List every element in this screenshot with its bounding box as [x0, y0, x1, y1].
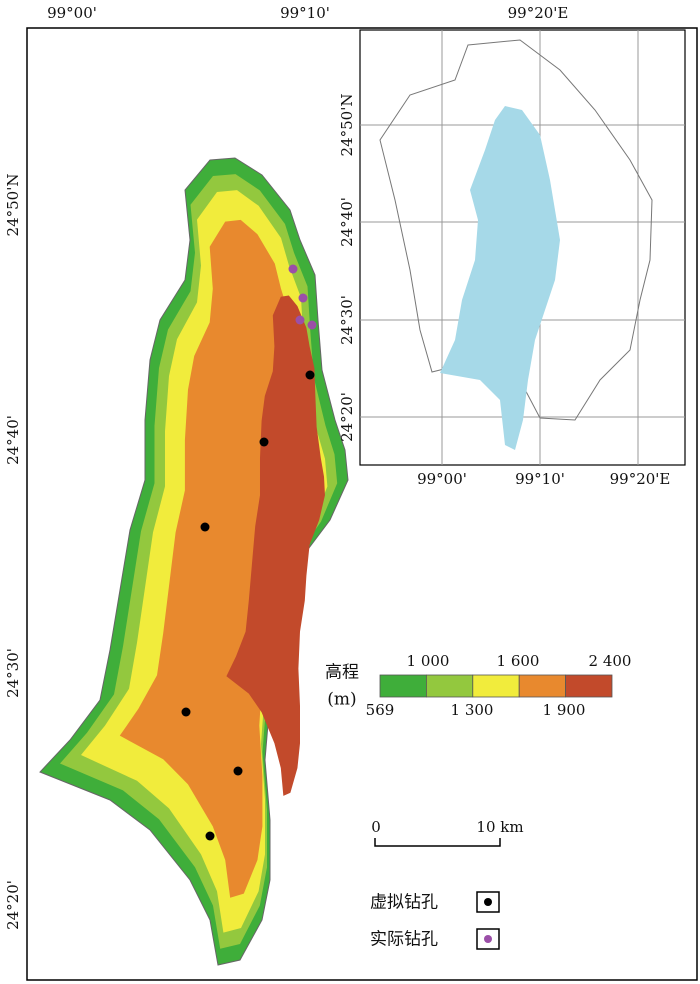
inset-bottom-label: 99°00': [417, 470, 467, 488]
legend-swatch: [472, 674, 520, 698]
legend-unit: (m): [327, 690, 356, 710]
legend-label: 569: [366, 701, 395, 719]
borehole: [200, 522, 210, 532]
inset-bottom-label: 99°10': [515, 470, 565, 488]
inset-map: 99°00' 99°10' 99°20'E 24°50'N 24°40' 24°…: [338, 29, 686, 488]
legend-symbol: [484, 898, 492, 906]
legend-item: 虚拟钻孔: [370, 893, 438, 913]
legend-title: 高程: [325, 663, 359, 683]
inset-left-label: 24°40': [338, 197, 356, 247]
map-frame: [26, 27, 698, 981]
legend-swatch: [379, 674, 427, 698]
inset-left-label: 24°50'N: [338, 94, 356, 157]
borehole: [298, 293, 308, 303]
legend-label: 1 900: [543, 701, 586, 719]
region-outline: [379, 39, 653, 421]
legend-label: 1 000: [407, 652, 450, 670]
legend-swatch: [425, 674, 474, 698]
borehole: [295, 315, 305, 325]
legend-item: 实际钻孔: [370, 930, 438, 950]
borehole: [307, 320, 317, 330]
legend-symbol: [484, 935, 492, 943]
left-label: 24°40': [4, 415, 22, 465]
borehole: [305, 370, 315, 380]
inset-left-label: 24°30': [338, 295, 356, 345]
actual-boreholes: [288, 264, 317, 330]
scale-bar: 0 10 km: [371, 818, 524, 847]
borehole: [288, 264, 298, 274]
legend-box: [476, 891, 500, 913]
legend-swatch: [565, 674, 613, 698]
virtual-boreholes: [181, 370, 315, 841]
legend-swatch: [518, 674, 567, 698]
left-label: 24°30': [4, 648, 22, 698]
top-label: 99°10': [280, 4, 330, 22]
inset-left-label: 24°20': [338, 392, 356, 442]
top-label: 99°20'E: [508, 4, 569, 22]
scale-label: 10 km: [476, 818, 523, 836]
left-label: 24°20': [4, 880, 22, 930]
elevation-legend: 高程 (m) 1 000 1 600 2 400 569 1 300 1 900: [325, 652, 631, 719]
legend-label: 1 600: [497, 652, 540, 670]
legend-label: 1 300: [451, 701, 494, 719]
legend-box: [476, 928, 500, 950]
borehole: [259, 437, 269, 447]
borehole: [233, 766, 243, 776]
borehole-legend: 虚拟钻孔 实际钻孔: [370, 891, 500, 950]
study-area: [440, 106, 560, 450]
scale-label: 0: [371, 818, 381, 836]
borehole: [205, 831, 215, 841]
legend-label: 2 400: [589, 652, 632, 670]
elevation-relief: [39, 157, 349, 966]
inset-bottom-label: 99°20'E: [610, 470, 671, 488]
top-label: 99°00': [47, 4, 97, 22]
borehole: [181, 707, 191, 717]
left-label: 24°50'N: [4, 174, 22, 237]
